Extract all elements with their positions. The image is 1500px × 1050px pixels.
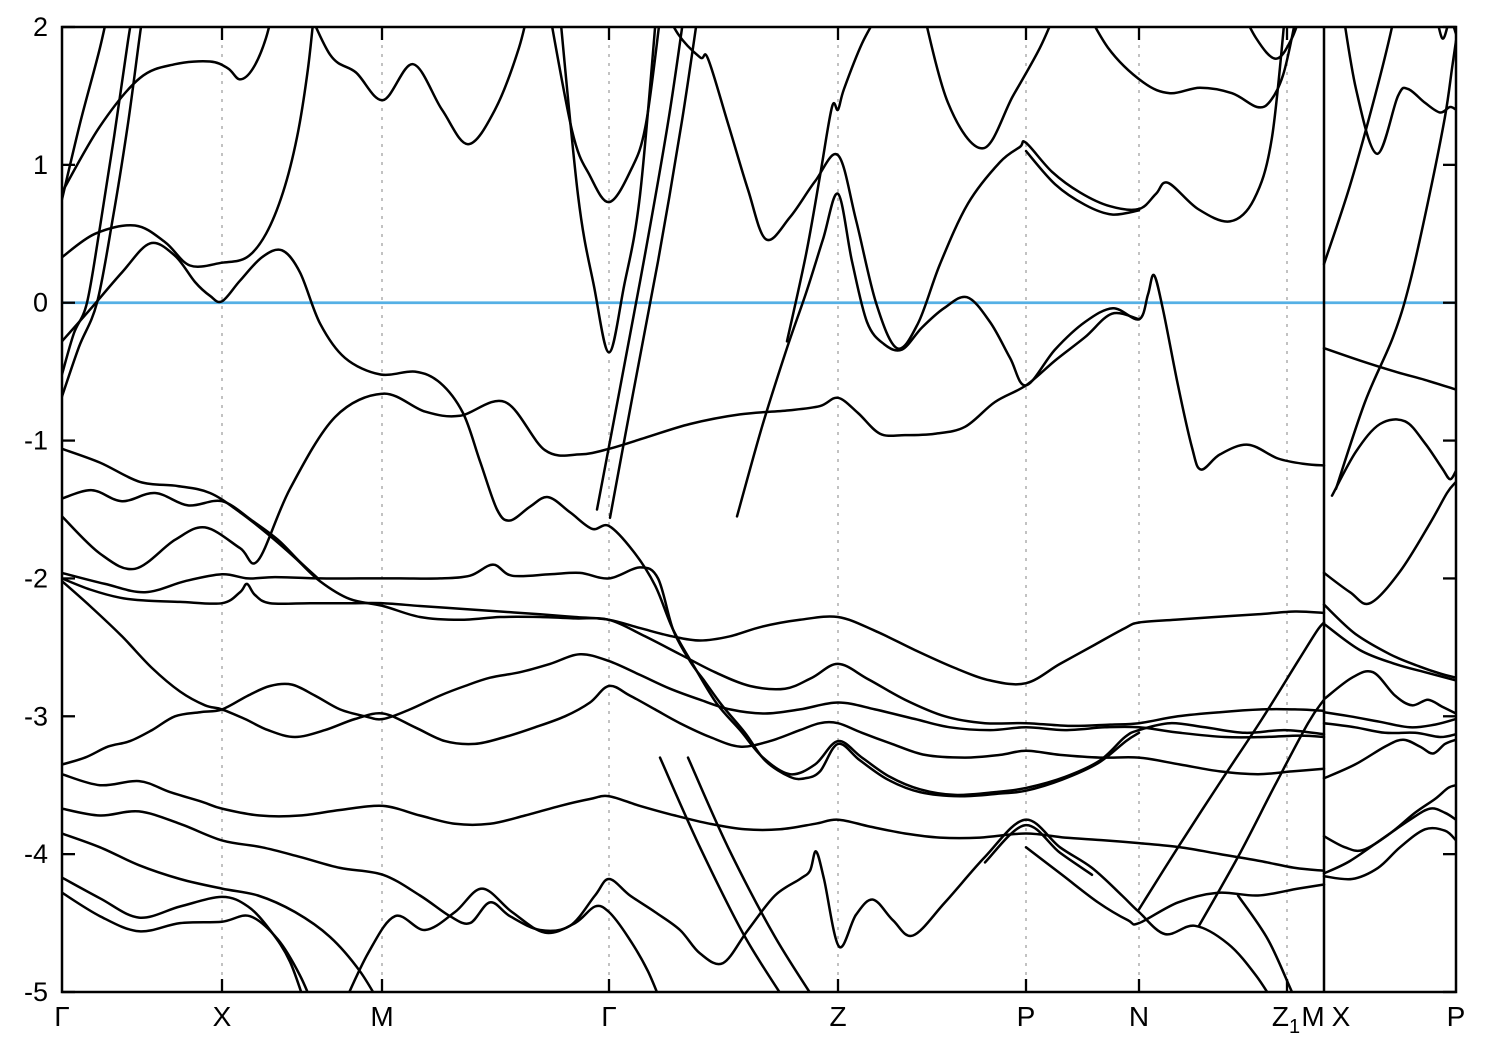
band-25 bbox=[62, 579, 1326, 776]
band-14 bbox=[785, 27, 873, 343]
band-46 bbox=[1322, 480, 1456, 606]
band-19 bbox=[62, 311, 1141, 571]
plot-frame bbox=[60, 25, 1458, 994]
band-41 bbox=[1322, 27, 1394, 266]
band-09 bbox=[595, 27, 684, 511]
band-31 bbox=[62, 876, 303, 992]
x-tick-label: Z1 bbox=[1272, 1001, 1300, 1038]
band-18 bbox=[1248, 27, 1298, 60]
band-51 bbox=[1322, 721, 1456, 739]
band-22 bbox=[62, 488, 320, 580]
x-tick-label: P bbox=[1447, 1001, 1466, 1032]
band-35 bbox=[686, 756, 812, 992]
band-45 bbox=[1330, 418, 1456, 497]
x-tick-label: N bbox=[1129, 1001, 1149, 1032]
y-tick-label: 1 bbox=[33, 150, 48, 180]
band-23 bbox=[62, 563, 1141, 798]
x-tick-label: X bbox=[213, 1001, 232, 1032]
x-tick-label: Γ bbox=[601, 1001, 616, 1032]
band-08 bbox=[559, 27, 657, 354]
band-38 bbox=[1137, 621, 1326, 911]
band-36 bbox=[1024, 846, 1326, 926]
band-05 bbox=[62, 27, 271, 194]
band-21 bbox=[62, 447, 1326, 728]
x-tick-label: P bbox=[1017, 1001, 1036, 1032]
gridlines-layer bbox=[221, 27, 1288, 992]
band-34 bbox=[658, 756, 781, 992]
band-40 bbox=[1343, 27, 1456, 156]
y-tick-label: -4 bbox=[24, 839, 48, 869]
band-27 bbox=[62, 772, 1326, 872]
band-07 bbox=[550, 27, 661, 204]
band-01 bbox=[62, 27, 107, 201]
band-20 bbox=[62, 241, 1326, 797]
band-04 bbox=[62, 27, 314, 268]
band-06 bbox=[314, 27, 526, 146]
band-55 bbox=[1322, 826, 1456, 881]
x-tick-label: Z bbox=[829, 1001, 846, 1032]
band-47 bbox=[1322, 603, 1456, 679]
band-26 bbox=[62, 653, 1326, 766]
band-28 bbox=[62, 807, 1269, 992]
band-12 bbox=[1024, 149, 1141, 216]
band-54 bbox=[1322, 807, 1456, 875]
band-30 bbox=[62, 832, 375, 992]
band-17 bbox=[1093, 27, 1296, 109]
band-11 bbox=[672, 27, 1286, 350]
band-42 bbox=[1334, 39, 1456, 491]
band-32 bbox=[62, 891, 309, 992]
band-53 bbox=[1322, 783, 1456, 853]
band-29 bbox=[983, 823, 1094, 877]
band-13 bbox=[735, 192, 1326, 518]
y-axis-labels: 2 1 0 -1 -2 -3 -4 -5 bbox=[24, 12, 48, 1007]
x-tick-label: X bbox=[1332, 1001, 1351, 1032]
band-52 bbox=[1322, 738, 1456, 780]
bands-layer bbox=[62, 0, 1456, 992]
band-49 bbox=[1323, 669, 1456, 715]
x-axis-labels: Γ X M Γ Z P N Z1 M X P bbox=[54, 1001, 1465, 1038]
x-tick-label: M bbox=[370, 1001, 393, 1032]
band-50 bbox=[1322, 710, 1456, 729]
band-44 bbox=[1322, 346, 1456, 391]
y-tick-label: -3 bbox=[24, 701, 48, 731]
band-24 bbox=[62, 577, 1326, 686]
band-48 bbox=[1322, 622, 1456, 682]
band-02 bbox=[62, 27, 132, 376]
x-tick-label: Γ bbox=[54, 1001, 69, 1032]
y-tick-label: -2 bbox=[24, 563, 48, 593]
ticks-layer bbox=[62, 25, 1456, 994]
y-tick-label: 2 bbox=[33, 12, 48, 42]
y-tick-label: 0 bbox=[33, 288, 48, 318]
y-tick-label: -5 bbox=[24, 977, 48, 1007]
band-37 bbox=[1236, 894, 1294, 992]
band-16 bbox=[988, 0, 1018, 19]
band-15 bbox=[925, 27, 1051, 150]
y-tick-label: -1 bbox=[24, 426, 48, 456]
band-43 bbox=[1437, 27, 1456, 40]
x-tick-label: M bbox=[1301, 1001, 1324, 1032]
band-39 bbox=[1197, 698, 1326, 928]
band-10 bbox=[608, 27, 698, 520]
band-33 bbox=[347, 887, 659, 992]
